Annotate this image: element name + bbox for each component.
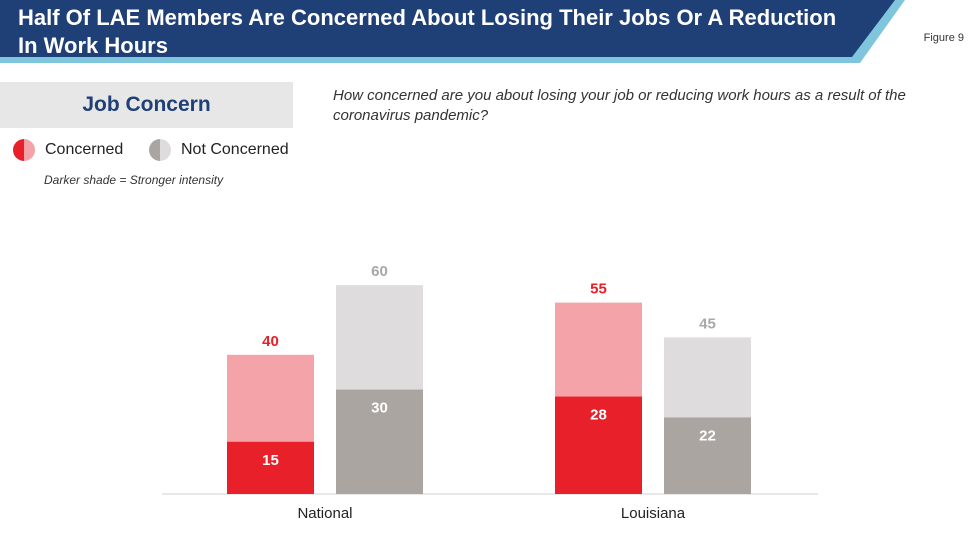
data-label-national-not-concerned-strong: 30	[371, 400, 388, 417]
data-label-national-concerned-total: 40	[262, 333, 279, 350]
data-label-national-not-concerned-total: 60	[371, 263, 388, 280]
legend-label-not-concerned: Not Concerned	[181, 141, 289, 158]
intensity-note: Darker shade = Stronger intensity	[44, 173, 224, 187]
legend-item-concerned: Concerned	[12, 138, 123, 162]
bar-louisiana-not-concerned-strong	[664, 417, 751, 494]
bar-national-concerned-strong	[227, 441, 314, 494]
page-title: Half Of LAE Members Are Concerned About …	[18, 5, 837, 58]
header-banner: Half Of LAE Members Are Concerned About …	[0, 0, 980, 68]
legend-label-concerned: Concerned	[45, 141, 124, 158]
banner-main-shape	[0, 0, 895, 57]
bar-national-not-concerned-strong	[336, 389, 423, 494]
bar-louisiana-concerned-strong	[555, 396, 642, 494]
survey-question: How concerned are you about losing your …	[333, 87, 906, 124]
data-label-louisiana-not-concerned-total: 45	[699, 315, 716, 332]
category-label-national: National	[297, 505, 352, 522]
data-label-louisiana-not-concerned-strong: 22	[699, 427, 716, 444]
data-label-louisiana-concerned-total: 55	[590, 281, 607, 298]
half-circle-red-icon	[13, 139, 35, 161]
figure-label: Figure 9	[923, 32, 964, 44]
data-label-louisiana-concerned-strong: 28	[590, 407, 607, 424]
category-label-louisiana: Louisiana	[621, 505, 686, 522]
legend-item-not-concerned: Not Concerned	[148, 138, 289, 162]
data-label-national-concerned-strong: 15	[262, 452, 279, 469]
section-title: Job Concern	[82, 93, 211, 116]
half-circle-gray-icon	[149, 139, 171, 161]
section-header: Job Concern	[0, 82, 293, 128]
header-banner-shape	[0, 0, 905, 63]
